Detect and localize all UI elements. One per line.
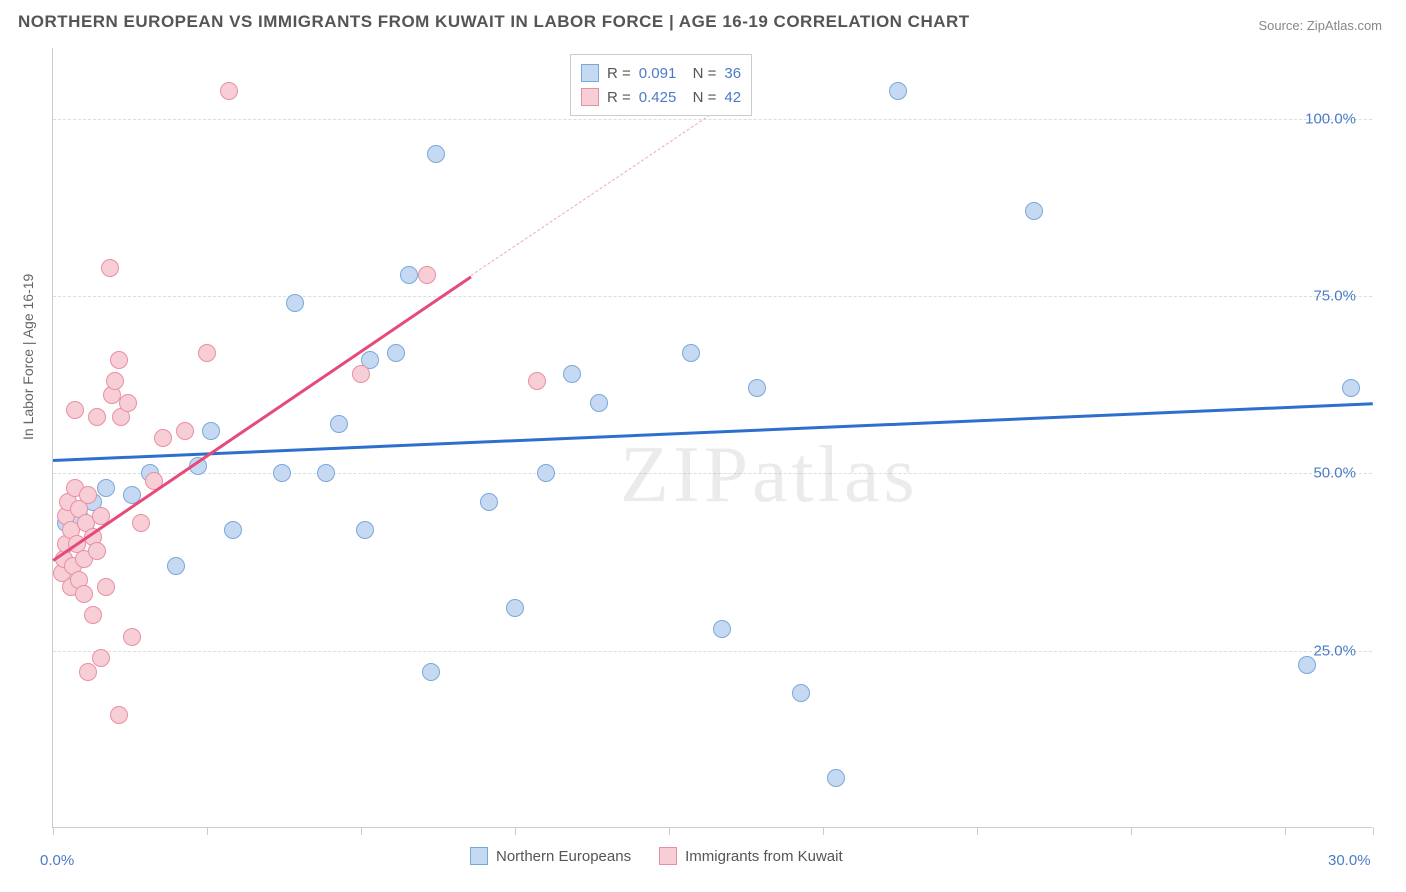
legend-series: Northern Europeans Immigrants from Kuwait (460, 840, 853, 872)
data-point (422, 663, 440, 681)
data-point (286, 294, 304, 312)
data-point (418, 266, 436, 284)
gridline-h (53, 473, 1372, 474)
data-point (528, 372, 546, 390)
legend-correlation: R = 0.091 N = 36R = 0.425 N = 42 (570, 54, 752, 116)
x-tick (669, 827, 670, 835)
legend-r-label: R = (607, 65, 631, 82)
trend-line (53, 403, 1373, 462)
data-point (198, 344, 216, 362)
data-point (154, 429, 172, 447)
gridline-h (53, 651, 1372, 652)
legend-series-name: Northern Europeans (496, 848, 631, 865)
data-point (427, 145, 445, 163)
data-point (92, 649, 110, 667)
data-point (167, 557, 185, 575)
data-point (713, 620, 731, 638)
data-point (66, 401, 84, 419)
data-point (97, 479, 115, 497)
data-point (537, 464, 555, 482)
data-point (480, 493, 498, 511)
data-point (682, 344, 700, 362)
data-point (88, 542, 106, 560)
data-point (119, 394, 137, 412)
data-point (889, 82, 907, 100)
data-point (590, 394, 608, 412)
data-point (110, 351, 128, 369)
data-point (827, 769, 845, 787)
data-point (123, 628, 141, 646)
data-point (563, 365, 581, 383)
gridline-h (53, 119, 1372, 120)
trend-line (471, 98, 736, 276)
y-tick-label: 75.0% (1313, 288, 1356, 305)
data-point (106, 372, 124, 390)
data-point (352, 365, 370, 383)
x-tick (53, 827, 54, 835)
x-tick-min: 0.0% (40, 852, 74, 869)
x-tick (515, 827, 516, 835)
legend-r-label: R = (607, 89, 631, 106)
legend-swatch (659, 847, 677, 865)
data-point (224, 521, 242, 539)
y-tick-label: 50.0% (1313, 465, 1356, 482)
data-point (110, 706, 128, 724)
legend-r-value: 0.091 (639, 65, 677, 82)
data-point (1342, 379, 1360, 397)
legend-swatch (470, 847, 488, 865)
data-point (792, 684, 810, 702)
x-tick (977, 827, 978, 835)
legend-n-value: 42 (724, 89, 741, 106)
legend-n-label: N = (684, 65, 716, 82)
x-tick (1131, 827, 1132, 835)
data-point (79, 486, 97, 504)
data-point (88, 408, 106, 426)
legend-n-value: 36 (724, 65, 741, 82)
data-point (1025, 202, 1043, 220)
data-point (1298, 656, 1316, 674)
y-axis-label: In Labor Force | Age 16-19 (20, 274, 36, 440)
legend-row: R = 0.091 N = 36 (581, 61, 741, 85)
legend-r-value: 0.425 (639, 89, 677, 106)
data-point (79, 663, 97, 681)
legend-series-item: Immigrants from Kuwait (659, 844, 843, 868)
data-point (400, 266, 418, 284)
x-tick (361, 827, 362, 835)
data-point (101, 259, 119, 277)
legend-series-item: Northern Europeans (470, 844, 631, 868)
legend-n-label: N = (684, 89, 716, 106)
chart-title: NORTHERN EUROPEAN VS IMMIGRANTS FROM KUW… (18, 12, 970, 32)
x-tick (823, 827, 824, 835)
plot-area: 25.0% 50.0% 75.0% 100.0% (52, 48, 1372, 828)
legend-series-name: Immigrants from Kuwait (685, 848, 843, 865)
legend-row: R = 0.425 N = 42 (581, 85, 741, 109)
data-point (220, 82, 238, 100)
gridline-h (53, 296, 1372, 297)
data-point (97, 578, 115, 596)
y-tick-label: 100.0% (1305, 110, 1356, 127)
x-tick (1373, 827, 1374, 835)
data-point (748, 379, 766, 397)
data-point (84, 606, 102, 624)
data-point (387, 344, 405, 362)
data-point (317, 464, 335, 482)
data-point (330, 415, 348, 433)
data-point (75, 585, 93, 603)
data-point (506, 599, 524, 617)
data-point (273, 464, 291, 482)
y-tick-label: 25.0% (1313, 642, 1356, 659)
data-point (176, 422, 194, 440)
source-label: Source: ZipAtlas.com (1258, 18, 1382, 33)
data-point (132, 514, 150, 532)
data-point (356, 521, 374, 539)
x-tick (1285, 827, 1286, 835)
x-tick (207, 827, 208, 835)
legend-swatch (581, 88, 599, 106)
data-point (202, 422, 220, 440)
legend-swatch (581, 64, 599, 82)
x-tick-max: 30.0% (1328, 852, 1371, 869)
